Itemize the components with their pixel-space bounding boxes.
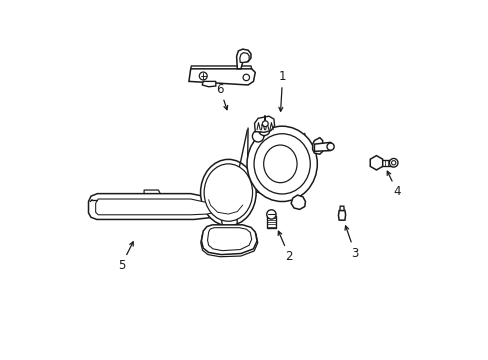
Polygon shape — [207, 228, 251, 251]
Text: 4: 4 — [393, 185, 400, 198]
Text: 3: 3 — [351, 247, 358, 260]
Ellipse shape — [254, 134, 309, 194]
Circle shape — [262, 121, 267, 127]
Polygon shape — [376, 160, 393, 166]
Polygon shape — [339, 206, 344, 211]
Text: 6: 6 — [216, 82, 224, 95]
Polygon shape — [96, 199, 219, 215]
Polygon shape — [239, 53, 249, 62]
Polygon shape — [314, 142, 333, 151]
Polygon shape — [202, 81, 215, 87]
Ellipse shape — [263, 145, 296, 183]
Polygon shape — [201, 225, 257, 255]
Polygon shape — [236, 49, 250, 69]
Ellipse shape — [246, 126, 317, 202]
Polygon shape — [254, 116, 274, 132]
Circle shape — [252, 131, 264, 142]
Text: 1: 1 — [278, 69, 286, 82]
Polygon shape — [266, 216, 275, 228]
Circle shape — [266, 210, 276, 219]
Ellipse shape — [200, 159, 256, 226]
Circle shape — [199, 72, 207, 80]
Circle shape — [391, 161, 395, 165]
Text: 5: 5 — [118, 258, 125, 271]
Polygon shape — [188, 69, 255, 85]
Polygon shape — [312, 138, 322, 154]
Polygon shape — [88, 194, 225, 220]
Polygon shape — [338, 211, 345, 220]
Text: 2: 2 — [285, 250, 292, 263]
Ellipse shape — [203, 164, 252, 221]
Circle shape — [388, 158, 397, 167]
Polygon shape — [290, 195, 305, 210]
Circle shape — [243, 74, 249, 81]
Circle shape — [326, 143, 333, 150]
Circle shape — [258, 124, 269, 135]
Polygon shape — [369, 156, 382, 170]
